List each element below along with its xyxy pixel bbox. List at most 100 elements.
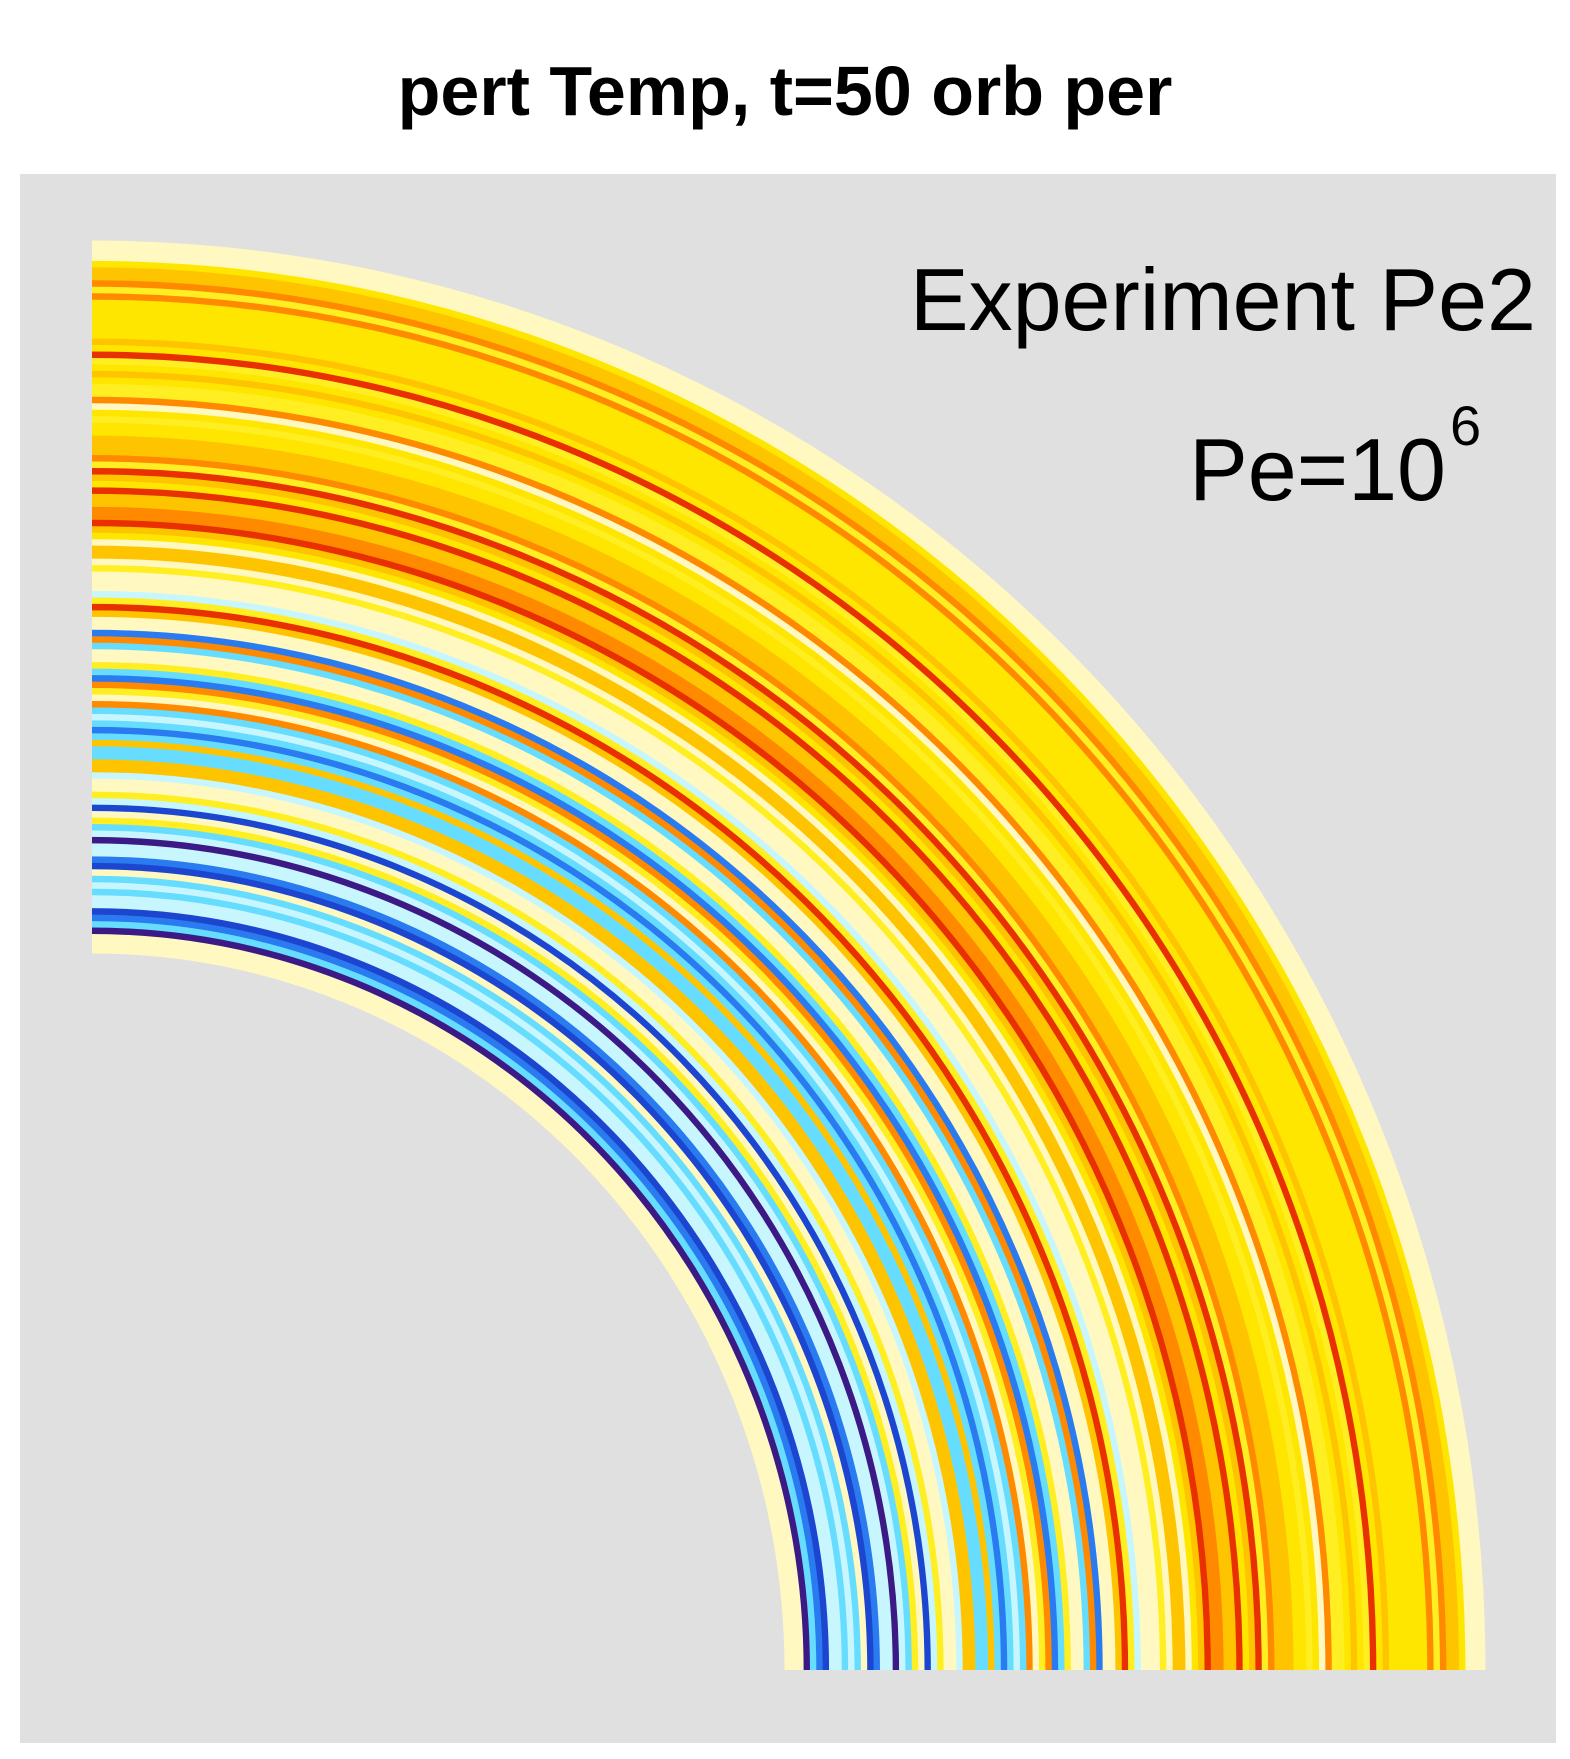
field-band (91, 272, 1454, 1671)
field-band (91, 596, 1136, 1671)
field-band (91, 486, 1244, 1671)
field-band (91, 331, 1397, 1671)
field-band (91, 861, 875, 1671)
field-band (91, 615, 1117, 1671)
field-band (91, 777, 958, 1671)
field-band (91, 525, 1206, 1671)
field-band (91, 641, 1091, 1671)
field-band (91, 421, 1308, 1671)
field-band (91, 745, 990, 1671)
field-band (91, 344, 1384, 1671)
annotation: Experiment Pe2 (910, 250, 1536, 349)
field-band (91, 253, 1473, 1671)
temperature-field (91, 240, 1486, 1671)
field-band (91, 240, 1486, 1671)
field-band (91, 544, 1187, 1671)
field-band (91, 687, 1047, 1671)
field-band (91, 816, 920, 1671)
field-band (91, 259, 1467, 1671)
field-band (91, 590, 1142, 1671)
field-band (91, 790, 945, 1671)
field-band (91, 415, 1314, 1671)
field-band (91, 751, 983, 1671)
field-band (91, 784, 951, 1671)
field-band (91, 518, 1212, 1671)
field-band (91, 868, 869, 1671)
field-band (91, 577, 1155, 1671)
field-band (91, 305, 1422, 1671)
field-band (91, 829, 907, 1671)
field-band (91, 713, 1021, 1671)
field-band (91, 894, 843, 1671)
field-band (91, 732, 1002, 1671)
field-band (91, 771, 964, 1671)
field-band (91, 823, 913, 1671)
field-band (91, 441, 1289, 1671)
field-band (91, 454, 1276, 1671)
field-band (91, 357, 1371, 1671)
field-band (91, 907, 831, 1671)
field-band (91, 628, 1104, 1671)
field-band (91, 738, 996, 1671)
field-band (91, 700, 1034, 1671)
field-band (91, 693, 1041, 1671)
field-band (91, 648, 1085, 1671)
field-band (91, 480, 1251, 1671)
field-band (91, 460, 1270, 1671)
field-band (91, 654, 1079, 1671)
field-band (91, 933, 805, 1671)
annotation-exponent: 6 (1450, 394, 1481, 457)
field-band (91, 492, 1238, 1671)
field-band (91, 505, 1225, 1671)
field-band (91, 538, 1193, 1671)
field-band (91, 726, 1009, 1671)
field-band (91, 285, 1441, 1671)
field-band (91, 564, 1168, 1671)
field-band (91, 402, 1327, 1671)
field-band (91, 900, 837, 1671)
field-band (91, 797, 939, 1671)
field-band (91, 428, 1301, 1671)
field-band (91, 609, 1123, 1671)
field-band (91, 557, 1174, 1671)
field-band (91, 758, 977, 1671)
field-band (91, 298, 1429, 1671)
field-band (91, 680, 1053, 1671)
field-band (91, 836, 901, 1671)
field-band (91, 881, 856, 1671)
field-band (91, 512, 1219, 1671)
field-band (91, 939, 799, 1671)
field-band (91, 583, 1149, 1671)
field-band (91, 376, 1352, 1671)
field-band (91, 635, 1098, 1671)
field-band (91, 350, 1378, 1671)
field-band (91, 434, 1295, 1671)
field-band (91, 603, 1130, 1671)
field-band (91, 661, 1072, 1671)
field-band (91, 389, 1340, 1671)
field-band (91, 363, 1365, 1671)
field-band (91, 706, 1028, 1671)
field-band (91, 324, 1403, 1671)
field-band (91, 473, 1257, 1671)
field-band (91, 926, 811, 1671)
field-band (91, 855, 881, 1671)
chart-title: pert Temp, t=50 orb per (398, 52, 1173, 130)
field-band (91, 395, 1333, 1671)
field-band (91, 467, 1263, 1671)
field-band (91, 946, 792, 1671)
field-band (91, 674, 1060, 1671)
field-band (91, 570, 1161, 1671)
field-band (91, 370, 1359, 1671)
field-band (91, 848, 888, 1671)
field-band (91, 247, 1480, 1671)
field-band (91, 266, 1461, 1671)
field-band (91, 887, 850, 1671)
field-band (91, 311, 1416, 1671)
field-band (91, 499, 1231, 1671)
field-band (91, 667, 1066, 1671)
field-band (91, 531, 1200, 1671)
field-band (91, 408, 1321, 1671)
field-band (91, 622, 1111, 1671)
